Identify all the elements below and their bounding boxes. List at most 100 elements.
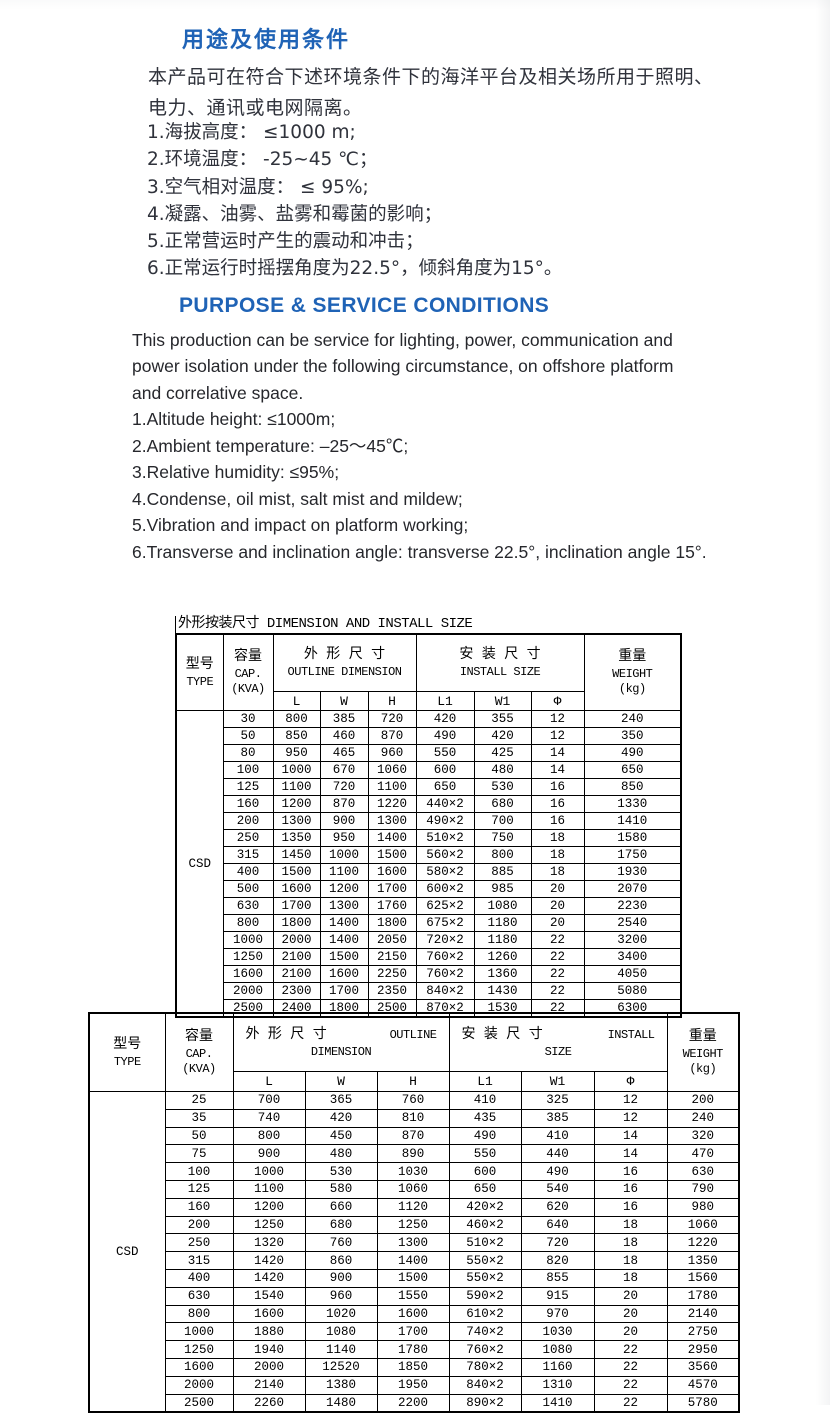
table-cell: 100 bbox=[164, 1162, 234, 1181]
table-cell: 1880 bbox=[232, 1322, 306, 1342]
table-cell: 820 bbox=[520, 1251, 595, 1270]
table-cell: 630 bbox=[222, 897, 274, 915]
type-value-cell: CSD bbox=[175, 710, 224, 1018]
table-cell: 1000 bbox=[164, 1322, 234, 1342]
table-cell: 1700 bbox=[376, 1322, 450, 1342]
table-row: 50 850 460 870 490 420 12 350 bbox=[176, 727, 682, 745]
table-cell: 22 bbox=[530, 931, 585, 949]
table-cell: 240 bbox=[666, 1108, 740, 1128]
table-cell: 315 bbox=[164, 1251, 234, 1270]
table-row: CSD 25 700 365 760 410 325 12 200 bbox=[88, 1091, 740, 1413]
table-cell: 1450 bbox=[272, 846, 321, 864]
table-cell: 950 bbox=[319, 829, 369, 847]
subheader-phi: Φ bbox=[593, 1071, 668, 1092]
en-section-heading: PURPOSE & SERVICE CONDITIONS bbox=[150, 294, 549, 318]
table-cell: 550 bbox=[448, 1144, 522, 1164]
table-cell: 1400 bbox=[319, 931, 369, 949]
table-cell: 200 bbox=[666, 1091, 740, 1110]
table-cell: 1540 bbox=[232, 1286, 306, 1306]
cn-intro-paragraph: 本产品可在符合下述环境条件下的海洋平台及相关场所用于照明、电力、通讯或电网隔离。 bbox=[148, 66, 714, 119]
en-condition-list: 1.Altitude height: ≤1000m; 2.Ambient tem… bbox=[132, 406, 707, 566]
table-cell: 14 bbox=[530, 744, 585, 762]
table-cell: 2260 bbox=[232, 1393, 306, 1413]
table-cell: 1600 bbox=[376, 1304, 450, 1324]
table-cell: 590×2 bbox=[448, 1286, 522, 1306]
table-cell: 890×2 bbox=[448, 1393, 522, 1413]
table-cell: 980 bbox=[666, 1197, 740, 1217]
type-value-cell: CSD bbox=[88, 1091, 166, 1413]
table-row: 1000 2000 1400 2050 720×2 1180 22 3200 bbox=[176, 931, 682, 949]
table-cell: 5080 bbox=[583, 982, 682, 1000]
table-cell: 760 bbox=[304, 1233, 378, 1253]
table-cell: 480 bbox=[304, 1144, 378, 1164]
table-cell: 1200 bbox=[272, 795, 321, 813]
table-cell: 720 bbox=[367, 710, 417, 728]
table-cell: 960 bbox=[304, 1286, 378, 1306]
table-row: 80 950 465 960 550 425 14 490 bbox=[176, 744, 682, 762]
table-cell: 1500 bbox=[272, 863, 321, 881]
table-cell: 325 bbox=[520, 1091, 595, 1110]
table-cell: 855 bbox=[520, 1268, 595, 1288]
subheader-W: W bbox=[319, 691, 369, 711]
table-cell: 16 bbox=[593, 1197, 668, 1217]
subheader-W1: W1 bbox=[473, 691, 532, 711]
table-cell: 16 bbox=[530, 795, 585, 813]
header-capacity: 容量 CAP. (KVA) bbox=[222, 633, 274, 711]
table-cell: 1220 bbox=[367, 795, 417, 813]
table-cell: 800 bbox=[222, 914, 274, 932]
subheader-W: W bbox=[304, 1071, 378, 1092]
table-cell: 420×2 bbox=[448, 1197, 522, 1217]
table-cell: 420 bbox=[473, 727, 532, 745]
table-cell: 1700 bbox=[319, 982, 369, 1000]
table-cell: 1950 bbox=[376, 1375, 450, 1395]
table-cell: 20 bbox=[530, 880, 585, 898]
table-cell: 650 bbox=[448, 1179, 522, 1199]
table-cell: 680 bbox=[304, 1215, 378, 1235]
table-cell: 800 bbox=[164, 1304, 234, 1324]
table-cell: 355 bbox=[473, 710, 532, 728]
table-row: 50 800 450 870 490 410 14 320 bbox=[89, 1126, 740, 1146]
table-cell: 2250 bbox=[367, 965, 417, 983]
table-cell: 18 bbox=[593, 1233, 668, 1253]
table-cell: 425 bbox=[473, 744, 532, 762]
table-cell: 2000 bbox=[164, 1375, 234, 1395]
table-cell: 1500 bbox=[319, 948, 369, 966]
table-cell: 14 bbox=[593, 1144, 668, 1164]
table-cell: 1000 bbox=[319, 846, 369, 864]
table-cell: 1750 bbox=[583, 846, 682, 864]
table-cell: 1560 bbox=[666, 1268, 740, 1288]
table-cell: 2050 bbox=[367, 931, 417, 949]
table-cell: 80 bbox=[222, 744, 274, 762]
dimension-table-1: 外形按装尺寸 DIMENSION AND INSTALL SIZE 型号 TYP… bbox=[175, 616, 683, 1018]
table-row: 250 1350 950 1400 510×2 750 18 1580 bbox=[176, 829, 682, 847]
table-cell: 1250 bbox=[232, 1215, 306, 1235]
table1-title: 外形按装尺寸 DIMENSION AND INSTALL SIZE bbox=[175, 616, 682, 633]
table-cell: 16 bbox=[593, 1162, 668, 1181]
table-cell: 410 bbox=[448, 1091, 522, 1110]
table-cell: 1600 bbox=[232, 1304, 306, 1324]
table-cell: 1420 bbox=[232, 1251, 306, 1270]
table-cell: 385 bbox=[520, 1108, 595, 1128]
table-cell: 1480 bbox=[304, 1393, 378, 1413]
cn-list-item: 5.正常营运时产生的震动和冲击； bbox=[147, 231, 424, 253]
table-cell: 870 bbox=[367, 727, 417, 745]
table-cell: 550×2 bbox=[448, 1268, 522, 1288]
table-cell: 200 bbox=[164, 1215, 234, 1235]
subheader-H: H bbox=[367, 691, 417, 711]
table-cell: 18 bbox=[593, 1251, 668, 1270]
header-outline-dimension: 外 形 尺 寸 OUTLINE DIMENSION bbox=[272, 633, 417, 692]
table-cell: 625×2 bbox=[415, 897, 475, 915]
table-cell: 2150 bbox=[367, 948, 417, 966]
table-row: 125 1100 580 1060 650 540 16 790 bbox=[89, 1179, 740, 1199]
table-row: 35 740 420 810 435 385 12 240 bbox=[89, 1108, 740, 1128]
table-cell: 1250 bbox=[376, 1215, 450, 1235]
table-cell: 14 bbox=[593, 1126, 668, 1146]
table-cell: 1080 bbox=[520, 1340, 595, 1359]
table-cell: 18 bbox=[530, 829, 585, 847]
table-row: 630 1540 960 1550 590×2 915 20 1780 bbox=[89, 1286, 740, 1306]
cn-list-item: 1.海拔高度： ≤1000 m; bbox=[147, 122, 356, 143]
header-type: 型号 TYPE bbox=[175, 633, 224, 711]
table-cell: 1600 bbox=[164, 1357, 234, 1377]
subheader-L: L bbox=[232, 1071, 306, 1092]
table-cell: 1430 bbox=[473, 982, 532, 1000]
